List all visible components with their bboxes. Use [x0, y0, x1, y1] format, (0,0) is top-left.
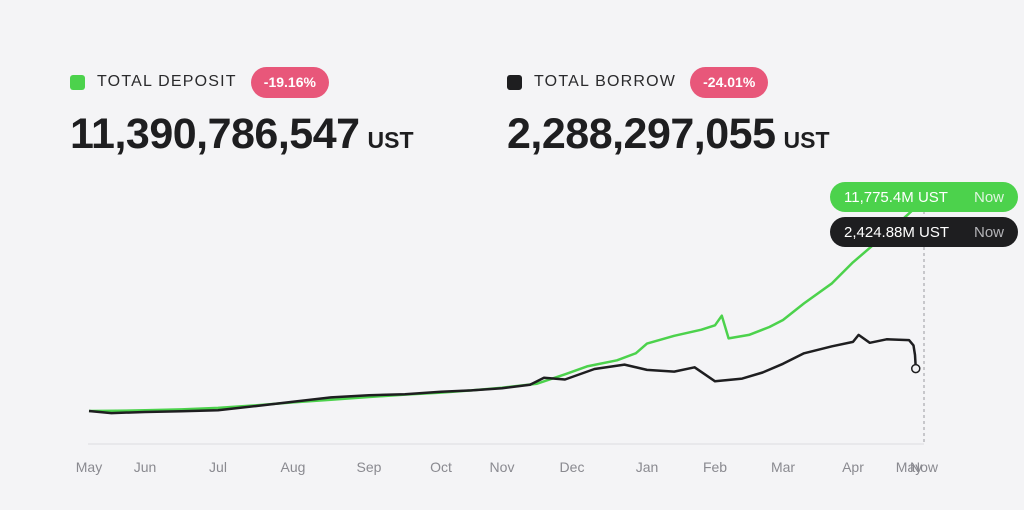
- deposit-tooltip-time: Now: [973, 188, 1004, 206]
- borrow-value: 2,288,297,055: [507, 110, 776, 158]
- borrow-change-badge: -24.01%: [690, 66, 769, 98]
- deposit-tooltip-value: 11,775.4M UST: [844, 188, 948, 206]
- x-tick-label: Feb: [703, 459, 727, 475]
- deposit-value: 11,390,786,547: [70, 110, 360, 158]
- x-tick-label: Now: [910, 459, 939, 475]
- x-tick-label: Aug: [281, 459, 306, 475]
- deposit-tooltip: 11,775.4M UST Now: [830, 182, 1018, 212]
- borrow-tooltip: 2,424.88M UST Now: [830, 217, 1018, 247]
- x-tick-label: Sep: [357, 459, 382, 475]
- x-tick-label: Mar: [771, 459, 795, 475]
- x-axis-ticks: May Jun Jul Aug Sep Oct Nov Dec Jan Feb Mar Apr MayN…: [76, 459, 939, 475]
- x-tick-label: May: [76, 459, 102, 475]
- borrow-unit: UST: [783, 127, 830, 153]
- borrow-label: TOTAL BORROW: [534, 73, 677, 90]
- deposit-change-badge: -19.16%: [250, 66, 329, 98]
- series-line-total-borrow: [88, 333, 918, 415]
- x-tick-label: Jun: [134, 459, 157, 475]
- x-tick-label: Oct: [430, 459, 452, 475]
- borrow-legend-swatch: [507, 74, 522, 90]
- deposit-unit: UST: [367, 127, 414, 153]
- x-tick-label: Dec: [560, 459, 585, 475]
- total-borrow-stat: TOTAL BORROW -24.01% 2,288,297,055 UST: [507, 66, 830, 159]
- borrow-tooltip-time: Now: [973, 223, 1004, 241]
- borrow-tooltip-value: 2,424.88M UST: [844, 223, 950, 241]
- series-line-total-deposit: [88, 204, 917, 413]
- x-tick-label: May: [896, 459, 922, 475]
- x-tick-label: Jan: [636, 459, 659, 475]
- series-endpoint-marker: [911, 363, 921, 374]
- deposit-label: TOTAL DEPOSIT: [97, 73, 237, 90]
- x-tick-label: Nov: [490, 459, 515, 475]
- x-tick-label: Jul: [209, 459, 227, 475]
- total-deposit-stat: TOTAL DEPOSIT -19.16% 11,390,786,547 UST: [70, 66, 414, 159]
- deposit-legend-swatch: [70, 74, 85, 90]
- x-tick-label: Apr: [842, 459, 864, 475]
